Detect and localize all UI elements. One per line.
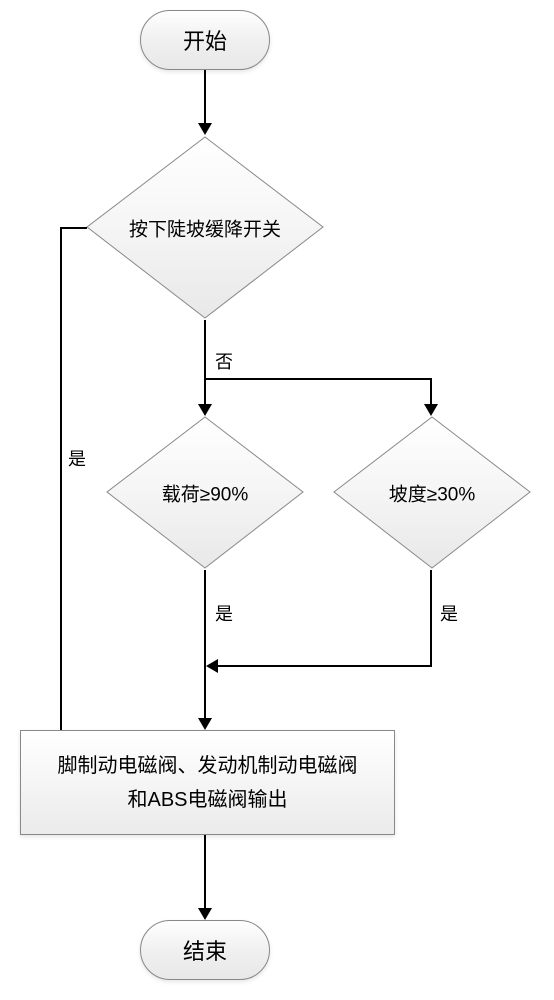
arrowhead-load-yes bbox=[198, 718, 212, 730]
edge-switch-yes-v bbox=[60, 227, 62, 730]
edge-switch-yes-h bbox=[60, 227, 87, 229]
end-node: 结束 bbox=[140, 920, 270, 980]
label-slope-yes: 是 bbox=[440, 600, 458, 626]
edge-split-slope-v bbox=[430, 378, 432, 406]
start-node: 开始 bbox=[140, 10, 270, 70]
edge-slope-yes-h bbox=[218, 665, 432, 667]
load-decision-node: 载荷≥90% bbox=[105, 415, 305, 570]
edge-load-yes-v bbox=[204, 570, 206, 720]
arrowhead-start-switch bbox=[198, 123, 212, 135]
start-label: 开始 bbox=[183, 24, 227, 56]
switch-decision-label: 按下陡坡缓降开关 bbox=[129, 214, 281, 241]
output-label-2: 和ABS电磁阀输出 bbox=[127, 783, 287, 817]
end-label: 结束 bbox=[183, 934, 227, 966]
output-process-node: 脚制动电磁阀、发动机制动电磁阀 和ABS电磁阀输出 bbox=[20, 730, 395, 835]
label-switch-no: 否 bbox=[215, 348, 233, 374]
edge-split-h bbox=[204, 378, 432, 380]
edge-switch-no-v bbox=[204, 320, 206, 378]
slope-decision-node: 坡度≥30% bbox=[332, 415, 532, 570]
label-load-yes: 是 bbox=[215, 600, 233, 626]
edge-slope-yes-v bbox=[430, 570, 432, 665]
slope-decision-label: 坡度≥30% bbox=[389, 479, 475, 506]
switch-decision-node: 按下陡坡缓降开关 bbox=[85, 135, 325, 320]
arrowhead-process-end bbox=[198, 908, 212, 920]
label-switch-yes: 是 bbox=[68, 445, 86, 471]
arrowhead-slope-yes bbox=[206, 659, 218, 673]
load-decision-label: 载荷≥90% bbox=[162, 479, 248, 506]
output-label-1: 脚制动电磁阀、发动机制动电磁阀 bbox=[58, 749, 358, 783]
edge-start-switch bbox=[204, 70, 206, 125]
edge-split-load-v bbox=[204, 378, 206, 406]
edge-process-end bbox=[204, 835, 206, 908]
